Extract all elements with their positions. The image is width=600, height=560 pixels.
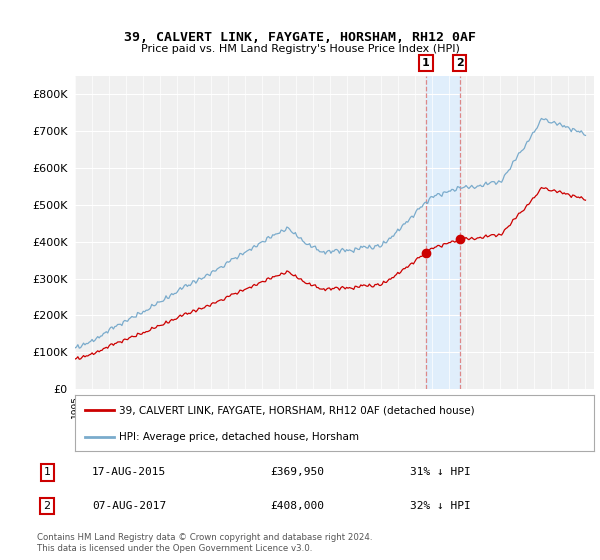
Text: 1: 1 — [44, 468, 50, 478]
Text: 17-AUG-2015: 17-AUG-2015 — [92, 468, 166, 478]
Bar — [426, 76, 460, 389]
Text: 31% ↓ HPI: 31% ↓ HPI — [410, 468, 470, 478]
Text: 07-AUG-2017: 07-AUG-2017 — [92, 501, 166, 511]
Text: 1: 1 — [422, 58, 430, 68]
Text: Contains HM Land Registry data © Crown copyright and database right 2024.
This d: Contains HM Land Registry data © Crown c… — [37, 533, 373, 553]
Text: 39, CALVERT LINK, FAYGATE, HORSHAM, RH12 0AF (detached house): 39, CALVERT LINK, FAYGATE, HORSHAM, RH12… — [119, 405, 475, 416]
Text: £369,950: £369,950 — [271, 468, 325, 478]
Text: £408,000: £408,000 — [271, 501, 325, 511]
Text: HPI: Average price, detached house, Horsham: HPI: Average price, detached house, Hors… — [119, 432, 359, 442]
Text: 32% ↓ HPI: 32% ↓ HPI — [410, 501, 470, 511]
Text: 2: 2 — [44, 501, 51, 511]
Text: 2: 2 — [455, 58, 463, 68]
Text: 39, CALVERT LINK, FAYGATE, HORSHAM, RH12 0AF: 39, CALVERT LINK, FAYGATE, HORSHAM, RH12… — [124, 31, 476, 44]
Text: Price paid vs. HM Land Registry's House Price Index (HPI): Price paid vs. HM Land Registry's House … — [140, 44, 460, 54]
